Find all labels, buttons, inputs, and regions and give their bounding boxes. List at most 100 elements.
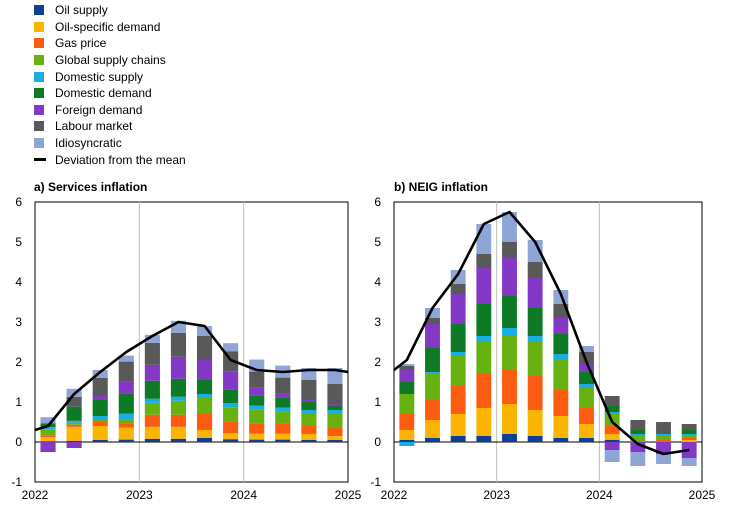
services-bar-segment xyxy=(327,368,343,384)
legend-item: Labour market xyxy=(34,118,186,135)
services-bar-segment xyxy=(118,439,134,442)
services-bar-segment xyxy=(40,442,56,452)
neig-bar-segment xyxy=(630,442,646,452)
services-bar-segment xyxy=(118,381,134,394)
services-bar-segment xyxy=(223,389,239,404)
services-bar-segment xyxy=(275,423,291,434)
services-bar-segment xyxy=(301,434,317,440)
neig-bar-segment xyxy=(476,336,492,342)
neig-bar-segment xyxy=(553,416,569,438)
services-y-tick-label: 0 xyxy=(15,435,22,449)
services-bar-segment xyxy=(66,426,82,441)
neig-bar-segment xyxy=(527,376,543,410)
neig-y-tick-label: 2 xyxy=(374,355,381,369)
services-bar-segment xyxy=(170,378,187,397)
legend: Oil supply Oil-specific demand Gas price Gl… xyxy=(34,2,186,168)
neig-chart-title: b) NEIG inflation xyxy=(394,180,488,194)
neig-bar-segment xyxy=(553,360,569,390)
neig-bar-segment xyxy=(579,364,594,372)
services-bar-segment xyxy=(92,378,108,396)
services-plot-frame xyxy=(34,201,349,483)
neig-bar-segment xyxy=(630,430,646,434)
neig-bar-segment xyxy=(579,384,594,388)
services-bar-segment xyxy=(40,437,56,442)
services-bar-segment xyxy=(275,433,291,440)
services-bar-segment xyxy=(249,439,265,442)
services-bar-segment xyxy=(196,414,213,430)
services-bar-segment xyxy=(118,423,134,428)
neig-bar-segment xyxy=(502,258,517,296)
legend-swatch xyxy=(34,21,44,32)
neig-bar-segment xyxy=(450,386,466,414)
services-bar-segment xyxy=(327,404,343,406)
services-bar-segment xyxy=(170,332,187,357)
services-chart-title: a) Services inflation xyxy=(34,180,148,194)
neig-y-tick-label: 4 xyxy=(374,275,381,289)
services-bar-segment xyxy=(223,433,239,440)
neig-y-tick-label: 0 xyxy=(374,435,381,449)
services-bar-segment xyxy=(196,326,213,336)
services-bar-segment xyxy=(118,427,134,440)
neig-bar-segment xyxy=(527,336,543,342)
neig-bar-segment xyxy=(450,436,466,442)
neig-x-tick-label: 2023 xyxy=(483,488,510,502)
services-bar-segment xyxy=(327,428,343,436)
neig-bar-segment xyxy=(656,422,671,434)
services-bar-segment xyxy=(66,406,82,421)
services-bar-segment xyxy=(170,356,187,379)
services-bar-segment xyxy=(144,414,160,427)
services-y-tick-label: 4 xyxy=(15,275,22,289)
neig-bar-segment xyxy=(399,442,415,446)
neig-bar-segment xyxy=(399,382,415,394)
services-bar-segment xyxy=(66,440,82,442)
services-bar-segment xyxy=(223,343,239,352)
neig-bar-segment xyxy=(630,452,646,466)
neig-bar-segment xyxy=(502,328,517,336)
neig-bar-segment xyxy=(681,434,697,436)
services-bar-segment xyxy=(249,405,265,410)
services-bar-segment xyxy=(118,361,134,382)
services-bar-segment xyxy=(275,411,291,424)
legend-swatch xyxy=(34,71,44,82)
services-bar-segment xyxy=(92,400,108,416)
services-bar-segment xyxy=(327,440,343,442)
neig-bar-segment xyxy=(476,436,492,442)
services-bar-segment xyxy=(144,398,160,403)
services-bar-segment xyxy=(275,393,291,398)
services-bar-segment xyxy=(66,422,82,425)
neig-bar-segment xyxy=(553,354,569,360)
legend-swatch xyxy=(34,158,46,162)
services-bar-segment xyxy=(249,371,265,388)
services-bar-segment xyxy=(66,420,82,423)
neig-bar-segment xyxy=(579,408,594,424)
neig-x-tick-label: 2022 xyxy=(381,488,408,502)
neig-bar-segment xyxy=(476,224,492,254)
legend-label: Labour market xyxy=(55,119,133,134)
neig-bar-segment xyxy=(425,374,440,400)
neig-bar-segment xyxy=(425,420,440,438)
services-bar-segment xyxy=(249,387,265,396)
services-bar-segment xyxy=(144,380,160,399)
neig-bar-segment xyxy=(450,284,466,294)
neig-bar-segment xyxy=(425,324,440,348)
neig-bar-segment xyxy=(399,370,415,382)
services-x-tick-label: 2022 xyxy=(22,488,49,502)
services-bar-segment xyxy=(118,393,134,414)
neig-bar-segment xyxy=(604,406,620,412)
services-bar-segment xyxy=(196,438,213,442)
neig-x-tick-label: 2025 xyxy=(689,488,716,502)
services-bar-segment xyxy=(196,430,213,438)
services-bar-segment xyxy=(144,438,160,442)
services-bar-segment xyxy=(170,414,187,427)
legend-item: Gas price xyxy=(34,35,186,52)
services-bar-segment xyxy=(223,403,239,408)
neig-bar-segment xyxy=(553,390,569,416)
neig-bar-segment xyxy=(502,336,517,370)
neig-bar-segment xyxy=(502,212,517,242)
neig-bar-segment xyxy=(425,400,440,420)
services-bar-segment xyxy=(301,440,317,442)
services-y-tick-label: 6 xyxy=(15,195,22,209)
services-y-tick-label: 3 xyxy=(15,315,22,329)
neig-y-tick-label: 3 xyxy=(374,315,381,329)
